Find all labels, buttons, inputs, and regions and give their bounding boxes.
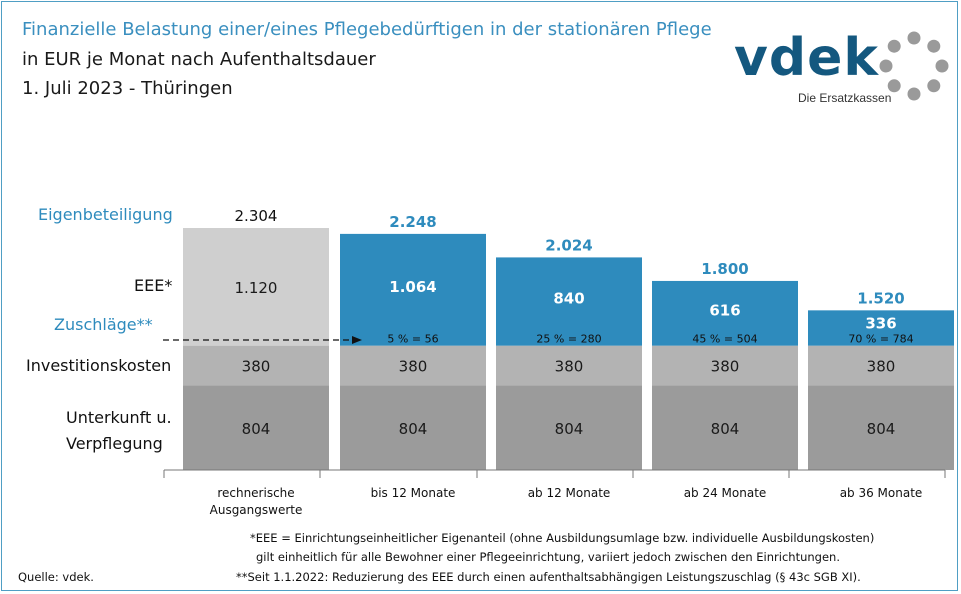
row-label-eee: EEE*: [134, 276, 173, 295]
vdek-logo: vdek Die Ersatzkassen: [734, 30, 954, 110]
bar-label-eee: 1.120: [235, 279, 278, 297]
category-label-line: Ausgangswerte: [209, 503, 303, 517]
chart-title: Finanzielle Belastung einer/eines Pflege…: [22, 19, 712, 40]
row-label-investitionskosten: Investitionskosten: [26, 356, 172, 375]
bar-label-eee: 1.064: [389, 278, 436, 296]
footnote-zuschlag: **Seit 1.1.2022: Reduzierung des EEE dur…: [236, 570, 861, 584]
total-label: 2.248: [389, 213, 436, 231]
bar-invest: [652, 345, 798, 386]
bar-eee: [340, 233, 486, 346]
category-label-line: ab 12 Monate: [527, 486, 611, 500]
row-label-unterkunft-line1: Unterkunft u.: [66, 408, 172, 427]
category-label-line: ab 36 Monate: [839, 486, 923, 500]
bar-eee: [652, 280, 798, 346]
bar-unterkunft: [340, 385, 486, 470]
category-label-line: ab 24 Monate: [683, 486, 767, 500]
category-label-line: rechnerische: [217, 486, 295, 500]
bar-invest: [496, 345, 642, 386]
bar-label-invest: 380: [399, 358, 428, 376]
bar-eee: [183, 228, 329, 346]
bar-label-invest: 380: [711, 358, 740, 376]
bar-eee: [808, 310, 954, 346]
category-label: ab 36 Monate: [811, 485, 951, 502]
bar-unterkunft: [652, 385, 798, 470]
bar-label-unterkunft: 804: [399, 420, 428, 438]
logo-wordmark: vdek: [734, 28, 879, 88]
row-label-eigenbeteiligung: Eigenbeteiligung: [38, 205, 173, 224]
total-label: 2.304: [235, 207, 278, 225]
zuschlag-label: 5 % = 56: [387, 333, 438, 346]
zuschlag-label: 70 % = 784: [848, 333, 913, 346]
zuschlag-label: 25 % = 280: [536, 333, 601, 346]
total-label: 1.800: [701, 260, 748, 278]
row-label-unterkunft: Unterkunft u. Verpflegung: [66, 405, 172, 457]
row-label-zuschlaege: Zuschläge**: [54, 315, 153, 334]
zuschlag-label: 45 % = 504: [692, 333, 757, 346]
category-label: ab 24 Monate: [655, 485, 795, 502]
bar-invest: [183, 345, 329, 386]
footnote-eee: *EEE = Einrichtungseinheitlicher Eigenan…: [250, 531, 875, 545]
bar-unterkunft: [496, 385, 642, 470]
bar-unterkunft: [183, 385, 329, 470]
category-label: bis 12 Monate: [343, 485, 483, 502]
category-label-line: bis 12 Monate: [370, 486, 456, 500]
bar-label-unterkunft: 804: [242, 420, 271, 438]
bar-label-unterkunft: 804: [867, 420, 896, 438]
chart-subtitle: in EUR je Monat nach Aufenthaltsdauer: [22, 49, 376, 70]
bar-label-invest: 380: [555, 358, 584, 376]
category-label: rechnerische Ausgangswerte: [186, 485, 326, 519]
bar-eee: [496, 257, 642, 346]
bar-label-eee: 336: [865, 314, 896, 332]
bar-invest: [340, 345, 486, 386]
source-note: Quelle: vdek.: [18, 570, 94, 584]
category-label: ab 12 Monate: [499, 485, 639, 502]
bar-label-unterkunft: 804: [711, 420, 740, 438]
chart-date-region: 1. Juli 2023 - Thüringen: [22, 78, 233, 99]
bar-invest: [808, 345, 954, 386]
footnote-eee-cont: gilt einheitlich für alle Bewohner einer…: [256, 550, 840, 564]
logo-tagline: Die Ersatzkassen: [798, 91, 892, 105]
total-label: 2.024: [545, 236, 592, 254]
bar-label-unterkunft: 804: [555, 420, 584, 438]
total-label: 1.520: [857, 289, 904, 307]
bar-label-invest: 380: [867, 358, 896, 376]
zuschlag-arrowhead: [352, 336, 362, 344]
bar-unterkunft: [808, 385, 954, 470]
logo-ring-icon: [879, 31, 949, 101]
bar-label-eee: 616: [709, 301, 740, 319]
bar-label-eee: 840: [553, 290, 584, 308]
bar-label-invest: 380: [242, 358, 271, 376]
row-label-unterkunft-line2: Verpflegung: [66, 434, 163, 453]
